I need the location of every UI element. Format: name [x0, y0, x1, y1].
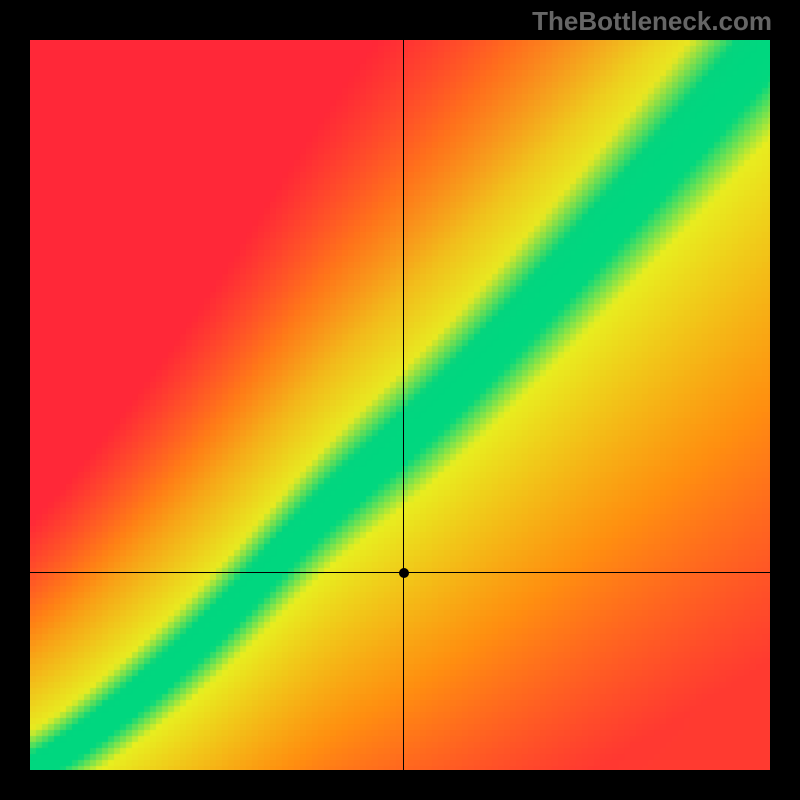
crosshair-marker: [399, 568, 409, 578]
crosshair-vertical: [403, 40, 404, 770]
watermark-text: TheBottleneck.com: [532, 6, 772, 37]
bottleneck-heatmap: [30, 40, 770, 770]
